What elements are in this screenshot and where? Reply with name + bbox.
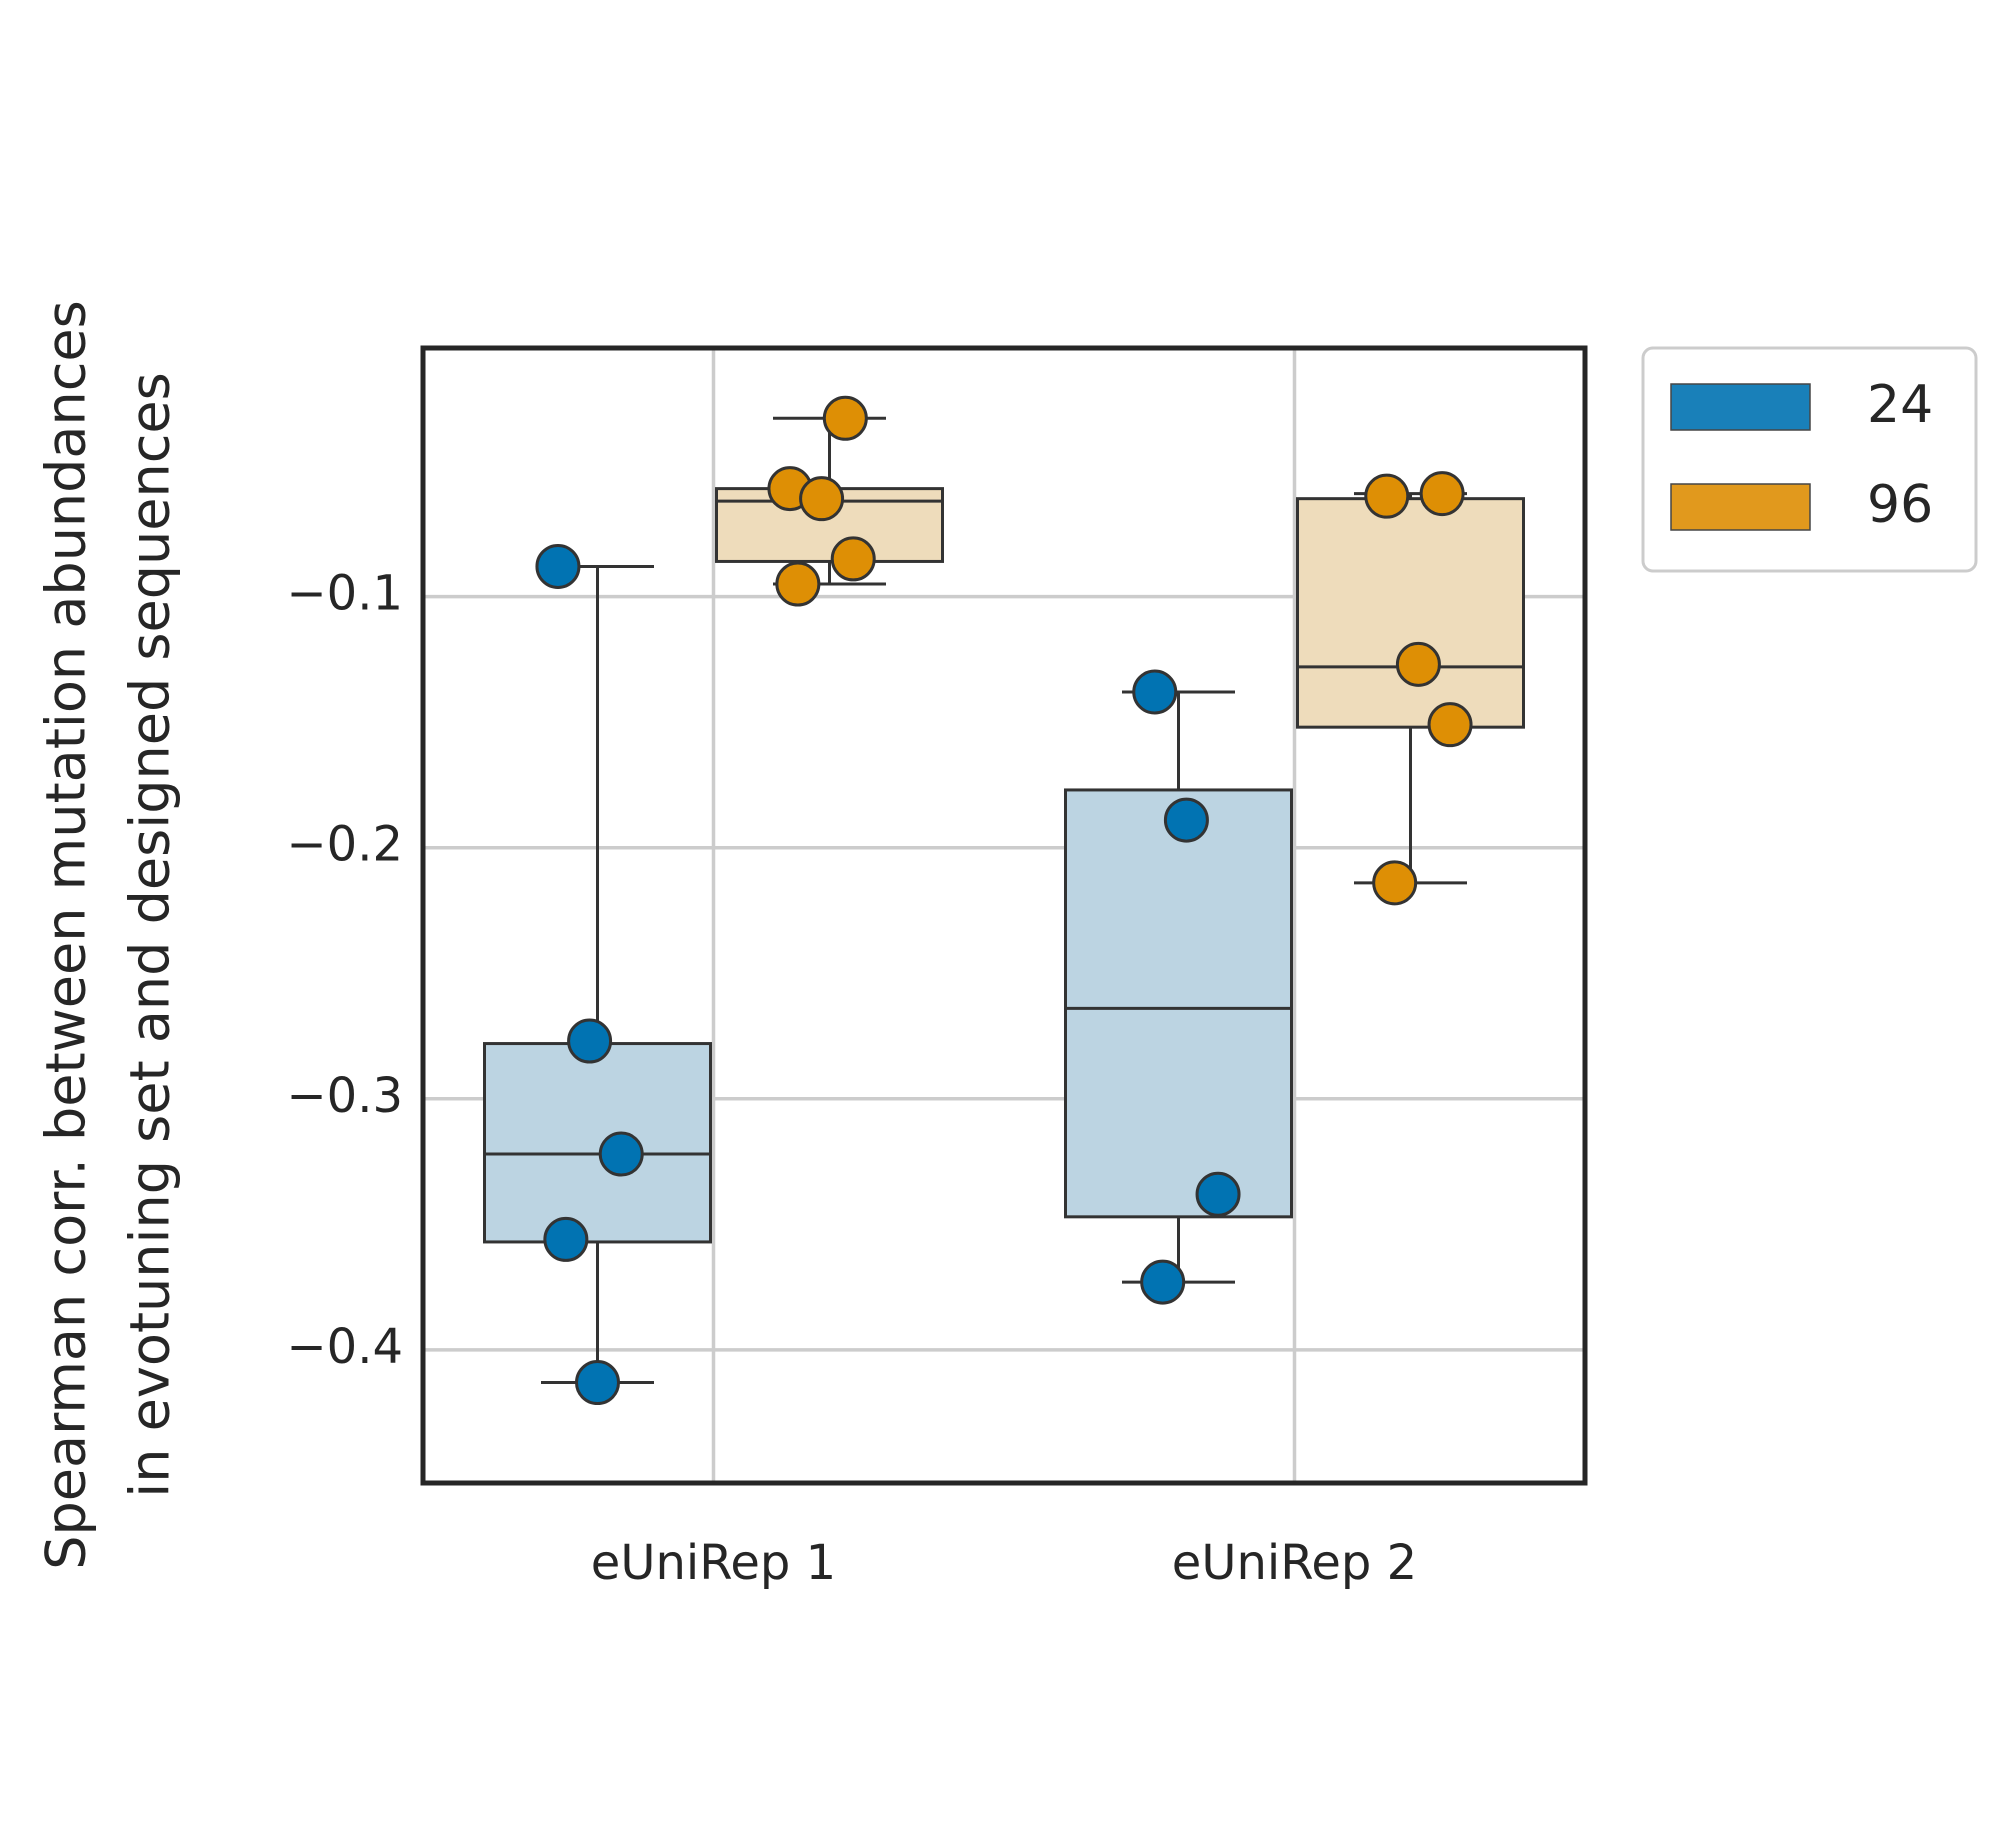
y-tick-label: −0.3 (286, 1068, 403, 1124)
data-point (1419, 471, 1465, 517)
data-point (1195, 1171, 1241, 1217)
data-point (575, 1360, 620, 1406)
legend-swatch (1670, 383, 1811, 431)
legend-label: 96 (1867, 475, 1933, 535)
x-tick-label: eUniRep 1 (591, 1535, 836, 1591)
data-point (1364, 473, 1410, 519)
data-point (1163, 797, 1209, 843)
box (1064, 788, 1293, 1219)
data-point (830, 536, 876, 582)
data-point (1372, 860, 1418, 906)
data-point (1427, 702, 1473, 748)
data-point (598, 1131, 644, 1177)
y-axis-label: Spearman corr. between mutation abundanc… (35, 300, 98, 1570)
y-axis-label: in evotuning set and designed sequences (119, 372, 182, 1498)
y-tick-label: −0.1 (286, 566, 403, 622)
plot-frame (420, 345, 1588, 1486)
data-point (567, 1018, 613, 1064)
data-point (799, 476, 845, 522)
y-tick-label: −0.2 (286, 817, 403, 873)
data-point (535, 543, 581, 589)
data-point (1132, 669, 1178, 715)
y-tick-label: −0.4 (286, 1319, 403, 1375)
data-point (1395, 641, 1441, 687)
data-point (822, 395, 868, 441)
legend-label: 24 (1867, 375, 1933, 435)
x-tick-label: eUniRep 2 (1172, 1535, 1417, 1591)
legend-swatch (1670, 483, 1811, 531)
y-axis-label-group: Spearman corr. between mutation abundanc… (35, 300, 182, 1570)
data-point (775, 561, 821, 607)
box (1296, 497, 1525, 729)
data-point (543, 1216, 589, 1262)
data-point (1140, 1259, 1186, 1305)
box (483, 1042, 712, 1244)
